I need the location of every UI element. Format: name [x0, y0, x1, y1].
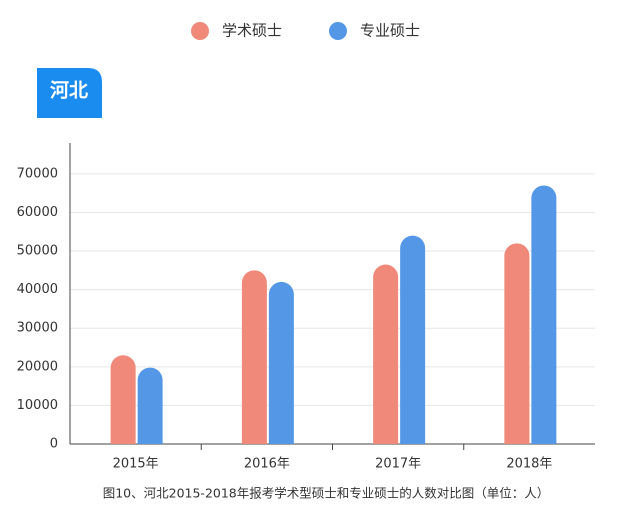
legend-marker	[329, 22, 347, 40]
x-tick-label: 2018年	[506, 457, 552, 472]
bar	[137, 367, 163, 444]
y-tick-label: 50000	[17, 244, 58, 259]
x-tick-label: 2017年	[375, 457, 421, 472]
y-tick-label: 20000	[17, 359, 58, 374]
y-tick-label: 10000	[17, 398, 58, 413]
caption: 图10、河北2015-2018年报考学术型硕士和专业硕士的人数对比图（单位：人）	[103, 486, 550, 501]
x-tick-label: 2015年	[113, 457, 159, 472]
bar	[241, 270, 267, 444]
bar	[400, 235, 426, 444]
bar	[373, 264, 399, 444]
y-tick-label: 0	[50, 437, 58, 452]
legend-label: 学术硕士	[222, 22, 282, 40]
legend-label: 专业硕士	[360, 22, 420, 40]
x-tick-label: 2016年	[244, 457, 290, 472]
y-tick-label: 60000	[17, 205, 58, 220]
y-tick-label: 70000	[17, 166, 58, 181]
legend-marker	[191, 22, 209, 40]
y-tick-label: 30000	[17, 321, 58, 336]
y-tick-label: 40000	[17, 282, 58, 297]
bar	[531, 185, 557, 444]
bar	[504, 243, 530, 444]
badge-box	[37, 68, 102, 118]
bar	[110, 355, 136, 444]
badge: 河北	[50, 80, 88, 102]
bar	[268, 281, 294, 444]
